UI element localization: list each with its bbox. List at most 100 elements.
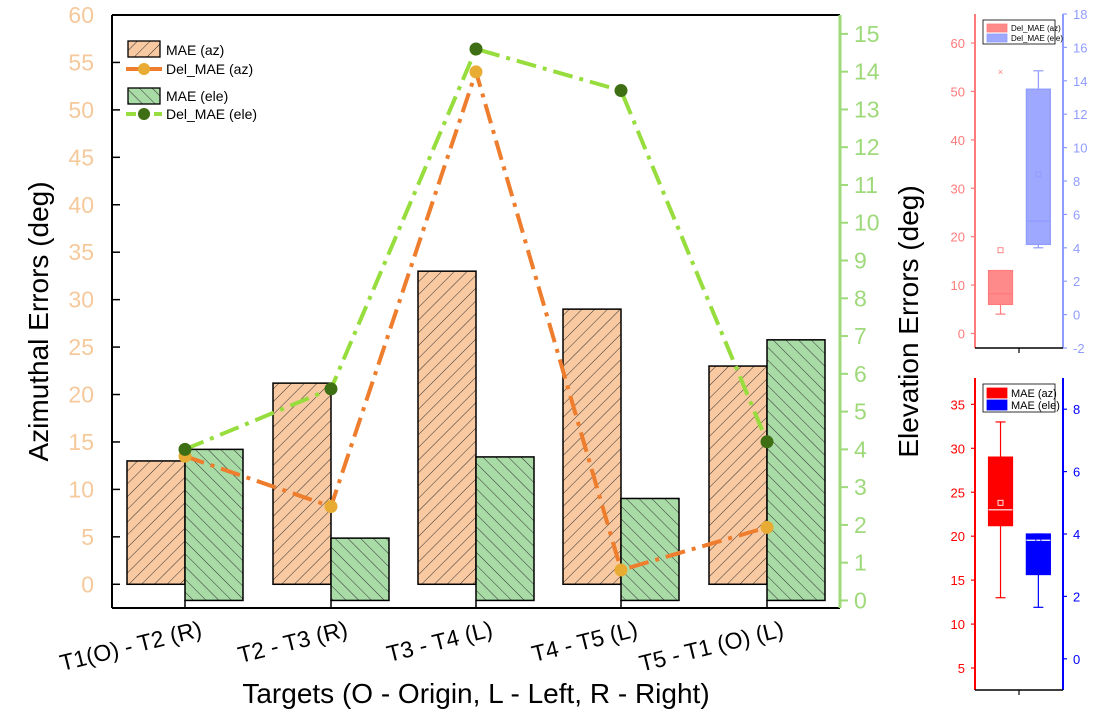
y-tick-label: 15 bbox=[68, 429, 94, 455]
box-y2-tick-label: 14 bbox=[1073, 74, 1087, 89]
bar-mae-az bbox=[126, 460, 186, 586]
box-legend-label: Del_MAE (az) bbox=[1011, 24, 1061, 33]
box-y2-tick-label: 10 bbox=[1073, 141, 1087, 156]
legend-label-mae-ele: MAE (ele) bbox=[166, 88, 228, 104]
box-legend-swatch bbox=[986, 387, 1008, 399]
y2-tick-label: 13 bbox=[854, 96, 880, 122]
y-tick-label: 35 bbox=[68, 239, 94, 265]
y-tick-label: 5 bbox=[81, 524, 94, 550]
y-axis-title: Azimuthal Errors (deg) bbox=[23, 181, 54, 461]
box-y-tick-label: 10 bbox=[951, 617, 965, 632]
x-tick-label: T3 - T4 (L) bbox=[384, 616, 495, 667]
y2-tick-label: 6 bbox=[854, 361, 867, 387]
y2-tick-label: 9 bbox=[854, 248, 867, 274]
box-y-tick-label: 20 bbox=[951, 230, 965, 245]
legend-label-mae-az: MAE (az) bbox=[166, 42, 224, 58]
bar-mae-ele bbox=[766, 339, 826, 602]
box-mean-marker bbox=[997, 499, 1004, 506]
point-del-mae-ele bbox=[469, 42, 483, 56]
box-legend-swatch bbox=[986, 399, 1008, 411]
x-tick-label: T1(O) - T2 (R) bbox=[57, 616, 204, 676]
box-y2-tick-label: 4 bbox=[1073, 241, 1080, 256]
bar-mae-az bbox=[562, 308, 622, 586]
legend-label-del-mae-az: Del_MAE (az) bbox=[166, 61, 253, 77]
box-mean-marker bbox=[997, 247, 1004, 254]
point-del-mae-ele bbox=[324, 382, 338, 396]
y-tick-label: 10 bbox=[68, 476, 94, 502]
y-tick-label: 30 bbox=[68, 287, 94, 313]
bar-mae-ele bbox=[330, 537, 390, 602]
box-y2-tick-label: 6 bbox=[1073, 207, 1080, 222]
box-outlier: × bbox=[998, 67, 1003, 77]
box-iqr bbox=[1025, 88, 1051, 246]
y2-tick-label: 0 bbox=[854, 587, 867, 613]
box-y-tick-label: 35 bbox=[951, 397, 965, 412]
box-y-tick-label: 60 bbox=[951, 36, 965, 51]
x-tick-label: T5 - T1 (O) (L) bbox=[636, 616, 786, 677]
box-y2-tick-label: 4 bbox=[1073, 527, 1080, 542]
mae-box-chart: 5 10 15 20 25 30 35 0 2 4 6 8 MAE (az)MAE (ele) bbox=[951, 378, 1080, 695]
box-y2-tick-label: 8 bbox=[1073, 402, 1080, 417]
del-box-chart: 0 10 20 30 40 50 60 -2 0 2 4 6 8 10 12 14 16 18 × Del_MAE (… bbox=[951, 7, 1088, 356]
bar-mae-az bbox=[417, 270, 477, 586]
y-tick-label: 50 bbox=[68, 97, 94, 123]
box-legend-label: MAE (az) bbox=[1011, 388, 1057, 400]
y2-tick-label: 8 bbox=[854, 285, 867, 311]
y2-tick-label: 14 bbox=[854, 59, 880, 85]
legend-swatch-mae-ele bbox=[127, 87, 161, 105]
point-del-mae-ele bbox=[760, 435, 774, 449]
y-tick-label: 60 bbox=[68, 2, 94, 28]
point-del-mae-az bbox=[324, 499, 338, 513]
y2-tick-label: 12 bbox=[854, 134, 880, 160]
y2-tick-label: 5 bbox=[854, 399, 867, 425]
box-mean-marker bbox=[1035, 171, 1042, 178]
y2-tick-label: 4 bbox=[854, 436, 867, 462]
box-legend-swatch bbox=[986, 23, 1008, 33]
y2-tick-label: 15 bbox=[854, 21, 880, 47]
box-y2-tick-label: 8 bbox=[1073, 174, 1080, 189]
legend-label-del-mae-ele: Del_MAE (ele) bbox=[166, 106, 257, 122]
point-del-mae-ele bbox=[178, 442, 192, 456]
box-y2-tick-label: -2 bbox=[1073, 341, 1085, 356]
line-del-mae-ele bbox=[184, 46, 769, 452]
box-y2-tick-label: 18 bbox=[1073, 7, 1087, 22]
bar-mae-az bbox=[708, 365, 768, 586]
point-del-mae-az bbox=[469, 65, 483, 79]
y2-axis-title: Elevation Errors (deg) bbox=[893, 185, 924, 457]
bar-mae-ele bbox=[475, 456, 535, 602]
point-del-mae-az bbox=[614, 563, 628, 577]
bar-mae-ele bbox=[620, 497, 680, 602]
box-y-tick-label: 50 bbox=[951, 84, 965, 99]
x-tick-label: T4 - T5 (L) bbox=[529, 616, 640, 667]
y-tick-label: 25 bbox=[68, 334, 94, 360]
box-iqr bbox=[987, 456, 1014, 527]
point-del-mae-ele bbox=[614, 84, 628, 98]
box-y2-tick-label: 0 bbox=[1073, 308, 1080, 323]
box-y-tick-label: 25 bbox=[951, 485, 965, 500]
box-mean-marker bbox=[1035, 537, 1042, 544]
point-del-mae-az bbox=[760, 520, 774, 534]
y-tick-label: 45 bbox=[68, 144, 94, 170]
y2-tick-label: 10 bbox=[854, 210, 880, 236]
box-y2-tick-label: 2 bbox=[1073, 274, 1080, 289]
box-y2-tick-label: 6 bbox=[1073, 465, 1080, 480]
box-y2-tick-label: 16 bbox=[1073, 40, 1087, 55]
y2-tick-label: 1 bbox=[854, 550, 867, 576]
box-y-tick-label: 10 bbox=[951, 278, 965, 293]
box-legend-label: MAE (ele) bbox=[1011, 400, 1060, 412]
box-y2-tick-label: 0 bbox=[1073, 652, 1080, 667]
y2-tick-label: 2 bbox=[854, 512, 867, 538]
box-y-tick-label: 30 bbox=[951, 441, 965, 456]
box-legend-swatch bbox=[986, 33, 1008, 43]
legend-swatch-mae-az bbox=[127, 40, 161, 58]
y-tick-label: 40 bbox=[68, 192, 94, 218]
y-tick-label: 20 bbox=[68, 382, 94, 408]
y-tick-label: 0 bbox=[81, 571, 94, 597]
y2-tick-label: 7 bbox=[854, 323, 867, 349]
x-axis-title: Targets (O - Origin, L - Left, R - Right… bbox=[242, 678, 709, 709]
box-y-tick-label: 30 bbox=[951, 181, 965, 196]
y-tick-label: 55 bbox=[68, 49, 94, 75]
box-y2-tick-label: 2 bbox=[1073, 589, 1080, 604]
box-y-tick-label: 15 bbox=[951, 573, 965, 588]
